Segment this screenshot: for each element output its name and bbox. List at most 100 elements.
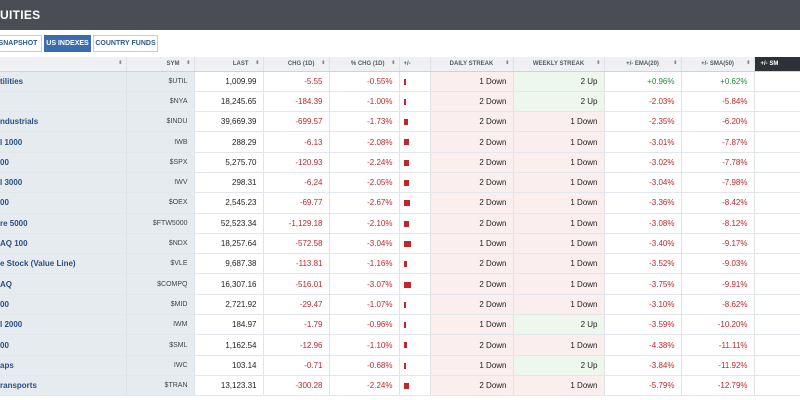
sma50-cell: -9.17% bbox=[681, 233, 755, 255]
change-bar-cell bbox=[399, 192, 431, 214]
percent-change-cell: -1.07% bbox=[329, 294, 400, 316]
column-header-change-bar[interactable]: +/- bbox=[399, 57, 431, 72]
table-row[interactable]: 00 $SML 1,162.54 -12.96 -1.10% 2 Down 1 Down -4… bbox=[0, 334, 800, 356]
tab-country-funds[interactable]: COUNTRY FUNDS bbox=[93, 35, 158, 52]
index-name[interactable]: AQ bbox=[0, 273, 127, 295]
change-bar-cell bbox=[399, 172, 431, 194]
ema20-cell: -3.36% bbox=[604, 192, 682, 214]
table-row[interactable]: $NYA 18,245.65 -184.39 -1.00% 2 Down 2 Up -2.0… bbox=[0, 91, 800, 113]
table-row[interactable]: 00 $MID 2,721.92 -29.47 -1.07% 2 Down 1 Down -3… bbox=[0, 294, 800, 316]
symbol-cell: $SML bbox=[126, 334, 195, 356]
percent-change-cell: -2.08% bbox=[329, 131, 400, 153]
weekly-streak-cell: 1 Down bbox=[513, 131, 605, 153]
column-header-sma50[interactable]: +/- SMA(50) ⬍ bbox=[681, 57, 755, 72]
sort-icon[interactable]: ⬍ bbox=[186, 60, 191, 66]
column-header-pct-chg[interactable]: % CHG (1D) ⬍ bbox=[329, 57, 400, 72]
change-cell: -1.79 bbox=[263, 314, 330, 336]
table-row[interactable]: AQ $COMPQ 16,307.16 -516.01 -3.07% 2 Down 1 Do… bbox=[0, 273, 800, 295]
table-row[interactable]: e Stock (Value Line) $VLE 9,687.38 -113.81-… bbox=[0, 253, 800, 275]
change-cell: -113.81 bbox=[263, 253, 330, 275]
index-name[interactable]: 00 bbox=[0, 152, 127, 173]
sma50-cell: -8.62% bbox=[681, 294, 755, 316]
table-row[interactable]: l 3000 IWV 298.31 -6.24 -2.05% 2 Down 1 Down -3… bbox=[0, 172, 800, 194]
last-price-cell: 13,123.31 bbox=[194, 375, 264, 397]
ema20-cell: -3.75% bbox=[604, 273, 682, 295]
percent-change-cell: -1.10% bbox=[329, 334, 400, 356]
last-price-cell: 298.31 bbox=[194, 172, 264, 194]
table-row[interactable]: l 2000 IWM 184.97 -1.79 -0.96% 1 Down 2 Up -3.5… bbox=[0, 314, 800, 336]
index-name[interactable]: 00 bbox=[0, 192, 127, 214]
sma50-cell: -7.87% bbox=[681, 131, 755, 153]
change-bar-cell bbox=[399, 294, 431, 316]
percent-change-cell: -1.00% bbox=[329, 91, 400, 113]
daily-streak-cell: 2 Down bbox=[430, 213, 514, 234]
change-bar-cell bbox=[399, 334, 431, 356]
weekly-streak-cell: 1 Down bbox=[513, 152, 605, 173]
sort-icon[interactable]: ⬍ bbox=[391, 60, 396, 66]
sort-icon[interactable]: ⬍ bbox=[118, 60, 123, 66]
column-header-sma-more[interactable]: +/- SM bbox=[754, 57, 800, 72]
table-row[interactable]: aps IWC 103.14 -0.71 -0.68% 1 Down 2 Up -3.84% -… bbox=[0, 355, 800, 376]
table-row[interactable]: 00 $SPX 5,275.70 -120.93 -2.24% 2 Down 1 Down -… bbox=[0, 152, 800, 173]
index-name[interactable]: l 3000 bbox=[0, 172, 127, 194]
tab-snapshot[interactable]: SNAPSHOT bbox=[0, 35, 42, 52]
ema20-cell: -3.08% bbox=[604, 213, 682, 234]
index-name[interactable]: tilities bbox=[0, 71, 127, 92]
top-bar: UITIES bbox=[0, 0, 800, 30]
percent-change-cell: -2.24% bbox=[329, 375, 400, 397]
change-bar-cell bbox=[399, 91, 431, 113]
sort-icon[interactable]: ⬍ bbox=[673, 60, 678, 66]
sort-icon[interactable]: ⬍ bbox=[255, 60, 260, 66]
sort-icon[interactable]: ⬍ bbox=[596, 60, 601, 66]
index-name[interactable]: l 2000 bbox=[0, 314, 127, 336]
ema20-cell: -3.10% bbox=[604, 294, 682, 316]
daily-streak-cell: 2 Down bbox=[430, 375, 514, 397]
symbol-cell: $MID bbox=[126, 294, 195, 316]
index-name[interactable]: ndustrials bbox=[0, 111, 127, 133]
sma50-cell: -12.79% bbox=[681, 375, 755, 397]
table-row[interactable]: l 1000 IWB 288.29 -6.13 -2.08% 2 Down 1 Down -3… bbox=[0, 131, 800, 153]
column-header-ema20[interactable]: +/- EMA(20) ⬍ bbox=[604, 57, 682, 72]
sort-icon[interactable]: ⬍ bbox=[505, 60, 510, 66]
column-header-last[interactable]: LAST ⬍ bbox=[194, 57, 264, 72]
symbol-cell: $INDU bbox=[126, 111, 195, 133]
table-row[interactable]: ransports $TRAN 13,123.31 -300.28 -2.24% 2 Do… bbox=[0, 375, 800, 397]
tab-us-indexes[interactable]: US INDEXES bbox=[44, 35, 91, 52]
symbol-cell: $FTW5000 bbox=[126, 213, 195, 234]
last-price-cell: 18,257.64 bbox=[194, 233, 264, 255]
percent-change-cell: -3.04% bbox=[329, 233, 400, 255]
index-name[interactable]: re 5000 bbox=[0, 213, 127, 234]
sort-icon[interactable]: ⬍ bbox=[746, 60, 751, 66]
index-name[interactable]: aps bbox=[0, 355, 127, 376]
sort-icon[interactable]: ⬍ bbox=[321, 60, 326, 66]
index-name[interactable]: l 1000 bbox=[0, 131, 127, 153]
table-row[interactable]: re 5000 $FTW5000 52,523.34 -1,129.18 -2.10% 2… bbox=[0, 213, 800, 234]
change-bar-cell bbox=[399, 314, 431, 336]
change-bar-cell bbox=[399, 233, 431, 255]
sma50-cell: -7.78% bbox=[681, 152, 755, 173]
column-header-weekly-streak[interactable]: WEEKLY STREAK ⬍ bbox=[513, 57, 605, 72]
change-bar bbox=[403, 342, 407, 349]
sma-more-cell bbox=[754, 233, 800, 255]
sma50-cell: -8.12% bbox=[681, 213, 755, 234]
column-header-chg[interactable]: CHG (1D) ⬍ bbox=[263, 57, 330, 72]
column-header-sym[interactable]: SYM ⬍ bbox=[126, 57, 195, 72]
weekly-streak-cell: 2 Up bbox=[513, 91, 605, 113]
table-row[interactable]: ndustrials $INDU 39,669.39 -699.57 -1.73% 2 D… bbox=[0, 111, 800, 133]
daily-streak-cell: 2 Down bbox=[430, 91, 514, 113]
column-header-name[interactable]: ⬍ bbox=[0, 57, 127, 72]
index-name[interactable]: 00 bbox=[0, 294, 127, 316]
table-row[interactable]: tilities $UTIL 1,009.99 -5.55 -0.55% 1 Down 2 … bbox=[0, 71, 800, 92]
table-row[interactable]: AQ 100 $NDX 18,257.64 -572.58 -3.04% 1 Down 1 … bbox=[0, 233, 800, 255]
index-name[interactable]: 00 bbox=[0, 334, 127, 356]
column-header-daily-streak[interactable]: DAILY STREAK ⬍ bbox=[430, 57, 514, 72]
percent-change-cell: -0.68% bbox=[329, 355, 400, 376]
index-name[interactable] bbox=[0, 91, 127, 113]
index-name[interactable]: ransports bbox=[0, 375, 127, 397]
table-row[interactable]: 00 $OEX 2,545.23 -69.77 -2.67% 2 Down 1 Down -3… bbox=[0, 192, 800, 214]
index-name[interactable]: e Stock (Value Line) bbox=[0, 253, 127, 275]
index-name[interactable]: AQ 100 bbox=[0, 233, 127, 255]
weekly-streak-cell: 1 Down bbox=[513, 334, 605, 356]
change-bar bbox=[403, 362, 406, 369]
ema20-cell: -2.03% bbox=[604, 91, 682, 113]
